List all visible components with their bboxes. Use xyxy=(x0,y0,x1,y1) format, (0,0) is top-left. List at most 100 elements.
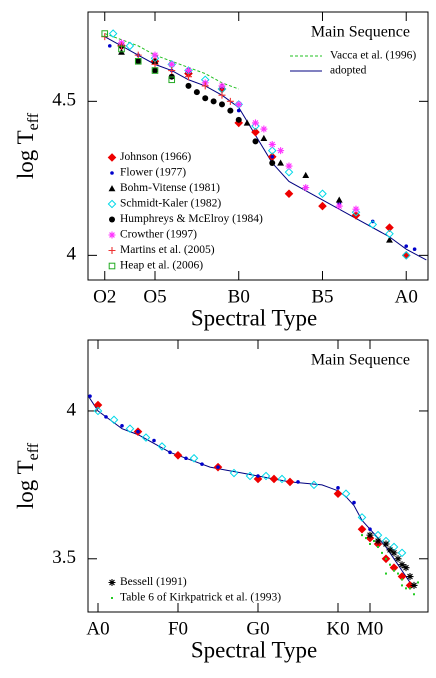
marker xyxy=(417,581,419,584)
marker xyxy=(135,58,142,65)
marker xyxy=(151,67,158,74)
marker xyxy=(136,429,140,434)
y-tick-label: 4 xyxy=(67,399,77,420)
marker xyxy=(260,125,268,133)
plot-frame xyxy=(87,11,429,281)
marker xyxy=(296,480,300,484)
marker xyxy=(373,540,375,543)
marker xyxy=(200,462,204,466)
y-tick-label: 4 xyxy=(67,244,77,265)
marker xyxy=(234,100,244,109)
marker xyxy=(341,489,351,499)
x-tick-label: A0 xyxy=(86,618,109,639)
legend-label: Bohm-Vitense (1981) xyxy=(120,182,220,194)
marker xyxy=(118,45,125,53)
marker xyxy=(405,587,407,590)
marker xyxy=(357,513,367,522)
marker xyxy=(277,474,287,484)
marker xyxy=(104,415,108,419)
marker xyxy=(394,555,402,563)
legend-marker xyxy=(108,247,116,254)
marker xyxy=(357,524,367,534)
marker xyxy=(152,438,156,443)
annotation: Main Sequence xyxy=(311,24,410,41)
legend-label: Flower (1977) xyxy=(120,167,186,179)
marker xyxy=(404,244,409,248)
marker xyxy=(368,527,372,532)
legend-label: Bessell (1991) xyxy=(120,576,187,588)
marker xyxy=(261,471,271,481)
legend-label: Heap et al. (2006) xyxy=(120,260,203,272)
marker xyxy=(235,116,242,123)
marker xyxy=(409,587,411,590)
marker xyxy=(285,477,295,487)
marker xyxy=(256,474,260,478)
marker xyxy=(285,162,293,170)
x-tick-label: M0 xyxy=(357,618,383,639)
marker xyxy=(336,486,340,490)
marker xyxy=(168,76,176,84)
marker xyxy=(168,60,176,68)
marker xyxy=(189,453,199,463)
marker xyxy=(410,581,418,589)
y-axis-label: log Teff xyxy=(13,112,41,179)
marker xyxy=(386,546,394,554)
marker xyxy=(260,134,268,142)
legend-label: Vacca et al. (1996) xyxy=(330,50,416,62)
y-axis-label: log Teff xyxy=(13,442,41,509)
marker xyxy=(93,400,103,410)
marker xyxy=(374,537,382,545)
marker xyxy=(210,98,217,105)
marker xyxy=(269,159,276,166)
x-tick-label: A0 xyxy=(395,286,418,307)
marker xyxy=(227,107,234,114)
marker xyxy=(168,450,172,455)
legend-marker xyxy=(108,185,116,192)
marker xyxy=(382,540,390,548)
marker xyxy=(184,73,192,81)
marker xyxy=(157,442,167,451)
marker xyxy=(309,480,319,490)
marker xyxy=(352,500,356,505)
marker xyxy=(236,108,241,113)
marker xyxy=(393,569,395,572)
legend-label: Schmidt-Kaler (1982) xyxy=(120,198,221,210)
marker xyxy=(390,549,398,557)
x-tick-label: O5 xyxy=(143,286,166,307)
marker xyxy=(385,223,394,232)
y-axis-label-main: log T xyxy=(13,460,38,509)
x-axis-label: Spectral Type xyxy=(191,637,317,662)
marker xyxy=(93,406,103,416)
legend-label: adopted xyxy=(330,65,367,77)
marker xyxy=(120,423,124,428)
marker xyxy=(269,474,279,484)
marker xyxy=(184,67,192,75)
marker xyxy=(369,543,371,545)
marker xyxy=(318,201,327,211)
marker xyxy=(318,189,327,199)
x-tick-label: O2 xyxy=(93,286,116,307)
marker xyxy=(277,159,285,166)
x-tick-label: G0 xyxy=(246,618,269,639)
legend-label: Martins et al. (2005) xyxy=(120,244,215,256)
marker xyxy=(385,229,394,239)
marker xyxy=(397,548,407,558)
marker xyxy=(218,82,226,90)
marker xyxy=(168,67,176,75)
marker xyxy=(389,563,391,566)
marker xyxy=(245,471,255,481)
legend-marker xyxy=(108,231,116,239)
marker xyxy=(401,251,411,260)
legend-marker xyxy=(108,262,116,270)
marker xyxy=(109,415,119,425)
marker xyxy=(402,564,410,572)
marker xyxy=(252,138,259,145)
marker xyxy=(193,89,200,96)
annotation: Main Sequence xyxy=(311,352,410,369)
marker xyxy=(251,127,260,137)
x-axis-label: Spectral Type xyxy=(191,305,317,330)
y-axis-label-sub: eff xyxy=(25,442,42,460)
marker xyxy=(173,450,183,460)
legend-label: Johnson (1966) xyxy=(120,151,191,163)
